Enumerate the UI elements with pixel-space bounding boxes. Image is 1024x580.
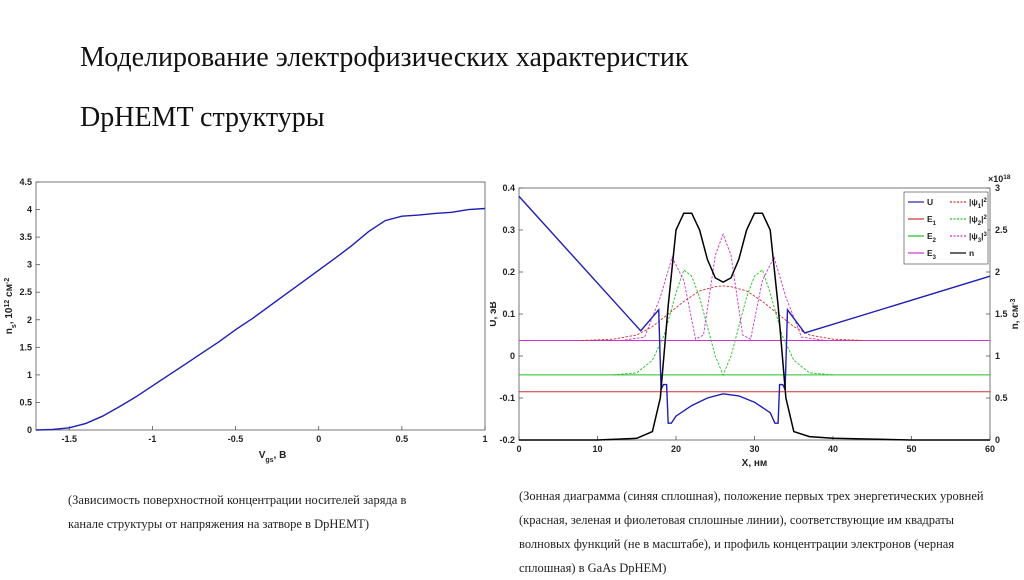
y-left-tick-label: -0.2: [499, 435, 515, 445]
legend-entry: U: [927, 197, 933, 207]
caption-left: (Зависимость поверхностной концентрации …: [68, 493, 407, 531]
y-left-tick-label: 0.2: [502, 267, 515, 277]
y-tick-label: 2: [27, 315, 32, 325]
x-tick-label: 10: [592, 444, 602, 454]
y-right-tick-label: 2: [995, 267, 1000, 277]
y-tick-label: 1.5: [19, 342, 32, 352]
x-tick-label: -1.5: [62, 434, 78, 444]
y-right-tick-label: 2.5: [995, 225, 1008, 235]
y-tick-label: 4: [27, 205, 32, 215]
surface-concentration-chart: -1.5 -1 -0.5 0 0.5 1 0 0.5 1 1.5 2 2.5 3 3.5 4 4.5 Vgs, …: [4, 177, 488, 464]
y-tick-label: 2.5: [19, 287, 32, 297]
band-diagram-chart: 0 10 20 30 40 50 60 -0.2 -0.1 0 0.1 0.2 0.3 0.4 0 0.5 1 1…: [490, 174, 1022, 470]
y-right-tick-label: 1: [995, 351, 1000, 361]
psi3-line: [621, 232, 826, 341]
x-tick-label: -1: [148, 434, 156, 444]
legend-entry: |ψ1|2: [969, 197, 988, 210]
y-left-tick-label: 0.3: [502, 225, 515, 235]
x-tick-label: 1: [482, 434, 487, 444]
y-tick-label: 3.5: [19, 232, 32, 242]
x-tick-label: 60: [985, 444, 995, 454]
slide-title-line1: Моделирование электрофизических характер…: [80, 42, 689, 73]
y-left-tick-label: 0.4: [502, 183, 515, 193]
legend-entry: |ψ2|2: [969, 214, 988, 227]
y-tick-label: 1: [27, 370, 32, 380]
legend-entry: E1: [927, 214, 937, 227]
x-tick-label: 20: [671, 444, 681, 454]
concentration-n-line: [519, 212, 990, 441]
band-u-line: [518, 195, 991, 424]
x-tick-label: 40: [828, 444, 838, 454]
y-right-tick-label: 1.5: [995, 309, 1008, 319]
x-tick-label: 30: [749, 444, 759, 454]
legend-box: [903, 191, 989, 265]
y-tick-label: 3: [27, 260, 32, 270]
y-tick-label: 0: [27, 425, 32, 435]
x-axis-label: Vgs, В: [259, 450, 287, 464]
y-tick-label: 0.5: [19, 397, 32, 407]
x-tick-label: 50: [906, 444, 916, 454]
y-right-tick-label: 0: [995, 435, 1000, 445]
plot-area: [35, 181, 486, 431]
legend-entry: E3: [927, 248, 937, 261]
legend-entry: n: [969, 248, 974, 258]
legend-entry: |ψ3|3: [969, 231, 988, 244]
slide-title-line2: DpHEMT структуры: [80, 102, 325, 133]
caption-right: (Зонная диаграмма (синяя сплошная), поло…: [519, 489, 984, 575]
x-tick-label: 0.5: [396, 434, 409, 444]
y-right-tick-label: 0.5: [995, 393, 1008, 403]
y-axis-label: ns, 1012 см-2: [4, 278, 18, 335]
x-tick-label: -0.5: [228, 434, 244, 444]
y-left-tick-label: -0.1: [499, 393, 515, 403]
x-axis-label: X, нм: [742, 458, 768, 469]
y-left-axis-label: U, эВ: [490, 301, 499, 327]
x-tick-label: 0: [516, 444, 521, 454]
y-left-tick-label: 0.1: [502, 309, 515, 319]
y-tick-label: 4.5: [19, 177, 32, 187]
x-tick-label: 0: [316, 434, 321, 444]
ns-vs-vgs-line: [35, 207, 486, 431]
legend-entry: E2: [927, 231, 937, 244]
right-axis-multiplier: ×1018: [988, 174, 1011, 185]
y-left-tick-label: 0: [510, 351, 515, 361]
y-right-axis-label: n, см-3: [1010, 298, 1022, 329]
psi2-line: [613, 269, 834, 377]
y-right-tick-label: 3: [995, 183, 1000, 193]
